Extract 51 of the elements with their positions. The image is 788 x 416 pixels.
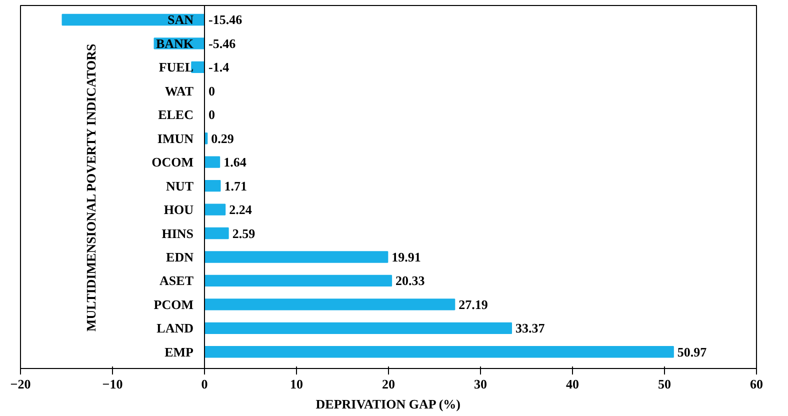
x-tick-label: 40 [566, 376, 579, 392]
data-label: 1.64 [224, 154, 247, 170]
bar [204, 156, 220, 168]
data-label: -15.46 [208, 12, 243, 28]
y-tick-label: HINS [162, 226, 194, 241]
data-label: 0 [208, 83, 215, 98]
y-tick-label: LAND [156, 320, 194, 336]
data-label: -5.46 [208, 36, 236, 51]
y-tick-label: HOU [164, 202, 194, 218]
y-tick-label: NUT [166, 178, 194, 194]
data-label: 50.97 [677, 344, 708, 360]
y-tick-label: EDN [166, 249, 194, 264]
y-tick-label: WAT [164, 83, 194, 98]
x-tick-label: 0 [201, 376, 208, 392]
data-label: 19.91 [392, 249, 421, 264]
x-tick-label: 50 [658, 376, 671, 392]
y-tick-label: ASET [160, 273, 194, 288]
x-axis-title: DEPRIVATION GAP (%) [316, 396, 460, 412]
bar [204, 322, 512, 334]
y-tick-label: SAN [167, 12, 194, 28]
y-tick-label: PCOM [154, 296, 194, 312]
bar [62, 14, 205, 26]
y-tick-label: IMUN [157, 130, 194, 146]
bar [204, 204, 226, 216]
data-label: -1.4 [208, 60, 230, 75]
y-tick-label: OCOM [152, 154, 194, 170]
data-label: 2.24 [229, 202, 252, 218]
bar [204, 274, 392, 287]
x-tick-label: 30 [474, 376, 487, 392]
bar [204, 346, 674, 358]
bar [204, 298, 456, 310]
bar [191, 61, 205, 74]
y-tick-label: EMP [164, 344, 194, 360]
bar [204, 251, 388, 263]
y-tick-label: ELEC [158, 107, 194, 122]
data-label: 0.29 [211, 130, 234, 146]
x-tick-label: −20 [10, 376, 31, 392]
data-label: 27.19 [458, 296, 488, 312]
data-label: 1.71 [224, 178, 247, 194]
data-label: 20.33 [396, 273, 426, 288]
x-tick-label: 20 [382, 376, 395, 392]
y-axis-title: MULTIDIMENSIONAL POVERTY INDICATORS [84, 44, 99, 332]
data-label: 2.59 [232, 226, 256, 241]
x-tick-label: 60 [750, 376, 763, 392]
data-label: 0 [208, 107, 215, 122]
x-tick-label: 10 [290, 376, 303, 392]
bar [204, 227, 229, 240]
y-tick-label: BANK [156, 36, 194, 51]
data-label: 33.37 [516, 320, 546, 336]
bar [204, 180, 221, 192]
x-tick-label: −10 [102, 376, 123, 392]
